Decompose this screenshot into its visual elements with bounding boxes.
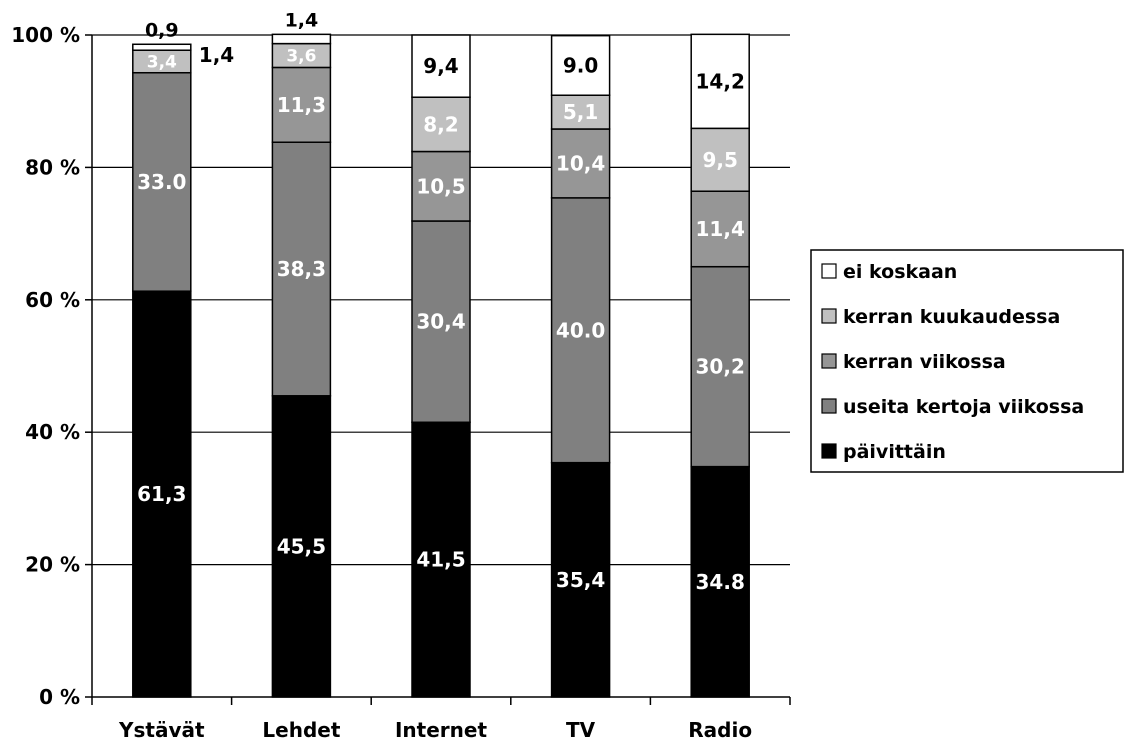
bar-segment — [271, 66, 332, 143]
bar-group-ystävät: 61,3 33.0 3,4 0,9 — [132, 19, 192, 698]
data-label: 61,3 — [137, 482, 186, 506]
data-label: 9,5 — [702, 148, 737, 172]
legend-swatch — [821, 263, 837, 279]
legend-item-label: kerran kuukaudessa — [843, 306, 1060, 328]
legend-item-label: ei koskaan — [843, 261, 957, 283]
bar-group-internet: 41,5 30,4 10,5 8,2 9,4 — [411, 34, 471, 698]
data-label: 9,4 — [423, 54, 458, 78]
data-label: 14,2 — [696, 69, 745, 93]
bar-segment — [690, 127, 750, 192]
data-label: 33.0 — [137, 170, 186, 194]
data-label: 45,5 — [277, 534, 326, 558]
data-label: 3,6 — [286, 47, 316, 67]
data-label: 41,5 — [416, 548, 465, 572]
bar-segment — [132, 71, 192, 292]
data-label: 11,3 — [277, 93, 326, 117]
legend-item-label: päivittäin — [843, 441, 946, 463]
bar-group-radio: 34.8 30,2 11,4 9,5 14,2 — [690, 33, 750, 698]
bar-segment — [550, 197, 611, 464]
data-label: 40.0 — [556, 318, 605, 342]
bar-segment — [550, 128, 611, 199]
data-label: 1,4 — [285, 9, 319, 31]
legend-swatch — [821, 398, 837, 414]
bar-segment — [550, 34, 611, 96]
bar-group-lehdet: 45,5 38,3 11,3 3,6 1,4 — [271, 9, 332, 698]
x-tick-label: TV — [566, 718, 596, 742]
bar-segment — [411, 150, 471, 222]
bar-segment — [690, 265, 750, 468]
x-tick-label: Lehdet — [262, 718, 340, 742]
bar-segment — [271, 33, 332, 45]
data-label: 11,4 — [696, 217, 745, 241]
bar-segment — [690, 33, 750, 130]
data-label: 3,4 — [147, 52, 177, 72]
legend-item-label: kerran viikossa — [843, 351, 1006, 373]
bar-segment — [690, 190, 750, 268]
data-label: 34.8 — [696, 570, 745, 594]
bar-segment — [271, 395, 332, 698]
y-tick-label: 0 % — [39, 685, 80, 709]
data-label: 10,5 — [416, 174, 465, 198]
bar-segment — [411, 34, 471, 98]
x-tick-label: Ystävät — [118, 718, 205, 742]
y-tick-label: 40 % — [25, 420, 80, 444]
data-label: 30,2 — [696, 355, 745, 379]
bar-segment — [132, 43, 192, 51]
bar-segment — [550, 94, 611, 130]
data-label: 30,4 — [416, 310, 465, 334]
data-label: 0,9 — [145, 19, 179, 41]
legend-swatch — [821, 308, 837, 324]
legend-swatch — [821, 443, 837, 459]
data-label: 1,4 — [199, 43, 234, 67]
bar-segment — [690, 465, 750, 698]
y-tick-label: 60 % — [25, 288, 80, 312]
data-label: 38,3 — [277, 257, 326, 281]
legend-item-label: useita kertoja viikossa — [843, 396, 1084, 418]
y-tick-label: 80 % — [25, 155, 80, 179]
bar-group-tv: 35,4 40.0 10,4 5,1 9.0 — [550, 34, 611, 698]
data-label: 5,1 — [563, 100, 598, 124]
data-label: 35,4 — [556, 568, 605, 592]
x-tick-label: Internet — [395, 718, 487, 742]
legend: ei koskaan kerran kuukaudessa kerran viiko… — [810, 249, 1124, 473]
data-label: 9.0 — [563, 53, 598, 77]
bar-segment — [411, 96, 471, 153]
data-label: 8,2 — [423, 112, 458, 136]
legend-swatch — [821, 353, 837, 369]
bar-segment — [550, 461, 611, 698]
legend-box — [810, 249, 1124, 473]
y-tick-label: 20 % — [25, 553, 80, 577]
x-tick-label: Radio — [688, 718, 752, 742]
y-tick-label: 100 % — [11, 23, 80, 47]
bar-segment — [411, 220, 471, 424]
data-label: 10,4 — [556, 151, 605, 175]
